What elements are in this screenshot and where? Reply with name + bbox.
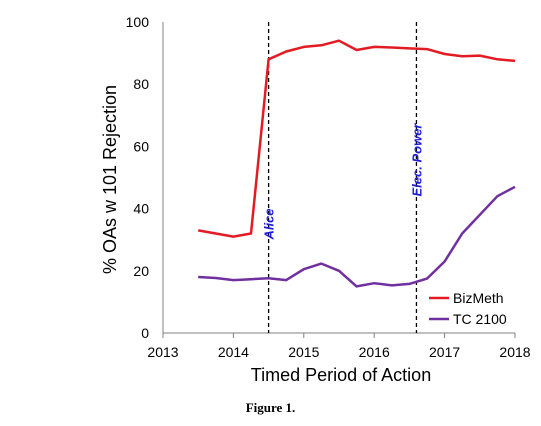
y-tick-label: 40 <box>133 201 149 217</box>
y-tick-label: 80 <box>133 76 149 92</box>
annotation-label: Alice <box>262 208 277 240</box>
x-axis-title: Timed Period of Action <box>251 365 431 385</box>
x-tick-label: 2013 <box>147 344 178 360</box>
series-line <box>198 185 516 288</box>
legend-label: TC 2100 <box>453 311 507 327</box>
legend-label: BizMeth <box>453 290 504 306</box>
y-axis-title: % OAs w 101 Rejection <box>100 85 120 274</box>
figure-caption: Figure 1. <box>245 400 296 415</box>
y-tick-label: 20 <box>133 263 149 279</box>
x-tick-label: 2014 <box>218 344 249 360</box>
series-line <box>197 39 516 238</box>
annotation-label: Elec. Power <box>409 123 424 197</box>
y-tick-label: 100 <box>126 14 150 30</box>
x-tick-label: 2018 <box>499 344 530 360</box>
y-tick-label: 0 <box>141 325 149 341</box>
x-tick-label: 2016 <box>359 344 390 360</box>
x-tick-label: 2017 <box>429 344 460 360</box>
y-tick-label: 60 <box>133 138 149 154</box>
x-tick-label: 2015 <box>288 344 319 360</box>
